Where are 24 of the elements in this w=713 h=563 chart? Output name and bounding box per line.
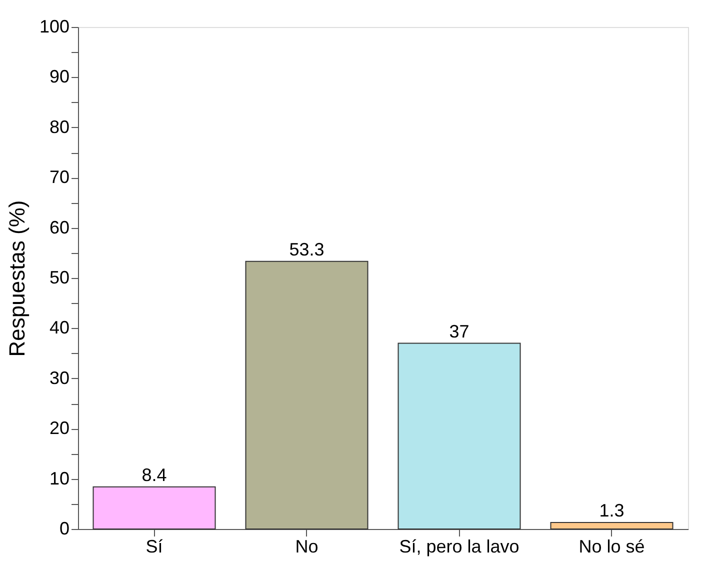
- y-tick-label: 10: [49, 468, 70, 488]
- y-tick-label: 20: [49, 418, 70, 438]
- y-tick-label: 60: [49, 217, 70, 238]
- data-label: 37: [449, 321, 470, 342]
- y-tick-label: 70: [49, 167, 70, 188]
- x-tick-label: No: [295, 536, 318, 556]
- y-tick-label: 0: [59, 518, 70, 538]
- x-tick-label: No lo sé: [578, 536, 645, 556]
- data-label: 1.3: [599, 500, 624, 520]
- bar: [92, 486, 216, 530]
- data-label: 8.4: [142, 464, 167, 485]
- bar: [398, 342, 521, 530]
- y-tick-label: 40: [49, 318, 70, 338]
- y-tick-label: 50: [49, 268, 70, 288]
- y-tick-label: 80: [49, 116, 70, 137]
- bar: [550, 522, 674, 530]
- x-tick-label: Sí, pero la lavo: [399, 536, 520, 556]
- data-label: 53.3: [289, 239, 324, 260]
- y-tick-label: 30: [49, 368, 70, 388]
- y-tick-label: 90: [49, 66, 70, 87]
- y-tick-label: 100: [39, 16, 70, 36]
- bar: [245, 260, 368, 530]
- x-tick-label: Sí: [146, 536, 163, 556]
- y-axis-title: Respuestas (%): [4, 200, 30, 357]
